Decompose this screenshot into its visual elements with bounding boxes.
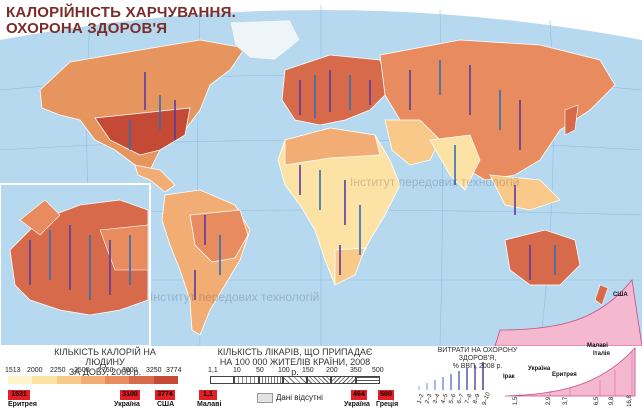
health-curve-tick: 6,5 (594, 396, 601, 406)
europe-inset (0, 183, 151, 346)
doctors-scale (210, 376, 380, 384)
new-zealand (594, 284, 609, 306)
doc-tick: 100 (278, 367, 290, 374)
doc-tick: 200 (326, 367, 338, 374)
health-title-line-2: % ВВП, 2008 р. (452, 363, 503, 370)
cal-example-value: 1531 (8, 390, 30, 400)
doc-tick: 1,1 (208, 367, 218, 374)
health-curve-tick: 3,7 (563, 396, 570, 406)
doc-example-country: Малаві (197, 401, 222, 408)
health-curve-tick: 1,5 (513, 396, 520, 406)
health-title-line-1: ВИТРАТИ НА ОХОРОНУ ЗДОРОВ'Я, (437, 347, 518, 362)
cal-tick: 2000 (27, 367, 43, 374)
watermark-2: Інститут передових технологій (150, 290, 320, 304)
southeast-asia (489, 174, 561, 211)
no-data-label: Дані відсутні (276, 393, 323, 402)
central-america (134, 164, 176, 193)
calories-title-line-2: ЗА ДОБУ, 2008 р. (68, 367, 142, 377)
europe (281, 54, 391, 126)
cal-swatch (105, 376, 130, 384)
cal-tick: 3000 (122, 367, 138, 374)
cal-tick: 2750 (98, 367, 114, 374)
doc-tick: 500 (372, 367, 384, 374)
cal-example-country: США (157, 401, 175, 408)
north-africa (284, 127, 381, 166)
health-country-label: Еритрея (552, 372, 577, 378)
doctors-title-line-2: НА 100 000 ЖИТЕЛІВ КРАЇНИ, 2008 р. (219, 357, 371, 377)
doctor-bars (129, 60, 556, 300)
calories-scale (8, 376, 178, 384)
title-line-1: КАЛОРІЙНІСТЬ ХАРЧУВАННЯ. (6, 4, 236, 21)
health-legend-title: ВИТРАТИ НА ОХОРОНУ ЗДОРОВ'Я, % ВВП, 2008… (425, 347, 530, 371)
australia (504, 229, 581, 286)
doc-tick: 10 (233, 367, 241, 374)
health-country-label: Італія (593, 351, 610, 357)
doctors-title-line-1: КІЛЬКІСТЬ ЛІКАРІВ, ЩО ПРИПАДАЄ (217, 347, 373, 357)
middle-east (384, 119, 441, 166)
doc-example-country: Греція (376, 401, 399, 408)
cal-tick: 1513 (5, 367, 21, 374)
doc-tick: 50 (256, 367, 264, 374)
calories-legend-title: КІЛЬКІСТЬ КАЛОРІЙ НА ЛЮДИНУ ЗА ДОБУ, 200… (40, 347, 170, 377)
health-country-label: Україна (528, 366, 551, 372)
cal-swatch (153, 376, 178, 384)
cal-example-value: 3774 (155, 390, 175, 400)
health-country-label: Малаві (587, 343, 608, 349)
health-curve-tick: 2,9 (546, 396, 553, 406)
health-spending-inset (494, 279, 642, 346)
doc-example-country: Україна (344, 401, 370, 408)
health-curve-tick: 9,8 (609, 396, 616, 406)
doc-swatch (307, 376, 332, 384)
cal-swatch (56, 376, 81, 384)
doc-swatch (210, 376, 235, 384)
doc-example-value: 1,1 (199, 390, 217, 400)
cal-example-country: Еритрея (8, 401, 37, 408)
cal-tick: 2500 (74, 367, 90, 374)
world-map (0, 5, 642, 346)
usa (94, 107, 191, 156)
cal-tick: 2250 (50, 367, 66, 374)
health-country-label: США (613, 292, 628, 298)
cal-swatch (129, 376, 154, 384)
cal-example-country: Україна (114, 401, 140, 408)
doc-example-value: 500 (378, 390, 394, 400)
map-title: КАЛОРІЙНІСТЬ ХАРЧУВАННЯ. ОХОРОНА ЗДОРОВ'… (6, 5, 236, 37)
watermark-1: Інститут передових технологій (350, 175, 520, 189)
greenland (229, 19, 301, 61)
cal-swatch (32, 376, 57, 384)
doc-tick: 150 (302, 367, 314, 374)
doc-swatch (234, 376, 259, 384)
doc-example-value: 464 (351, 390, 367, 400)
southern-africa (334, 247, 366, 286)
cal-tick: 3774 (166, 367, 182, 374)
title-line-2: ОХОРОНА ЗДОРОВ'Я (6, 20, 168, 37)
doc-swatch (355, 376, 380, 384)
health-curve-tick: 16,8 (626, 395, 633, 407)
health-bars (418, 362, 484, 390)
cal-swatch (80, 376, 106, 384)
japan (564, 104, 579, 136)
calories-title-line-1: КІЛЬКІСТЬ КАЛОРІЙ НА ЛЮДИНУ (54, 347, 156, 367)
doctors-legend-title: КІЛЬКІСТЬ ЛІКАРІВ, ЩО ПРИПАДАЄ НА 100 00… (215, 347, 375, 377)
cal-example-value: 3100 (120, 390, 140, 400)
cal-swatch (8, 376, 33, 384)
doc-swatch (282, 376, 308, 384)
cal-tick: 3250 (146, 367, 162, 374)
doc-swatch (331, 376, 356, 384)
doc-swatch (258, 376, 283, 384)
no-data-swatch (257, 393, 273, 403)
health-country-label: Ірак (503, 374, 515, 380)
health-curve-chart (504, 346, 636, 397)
doc-tick: 350 (350, 367, 362, 374)
